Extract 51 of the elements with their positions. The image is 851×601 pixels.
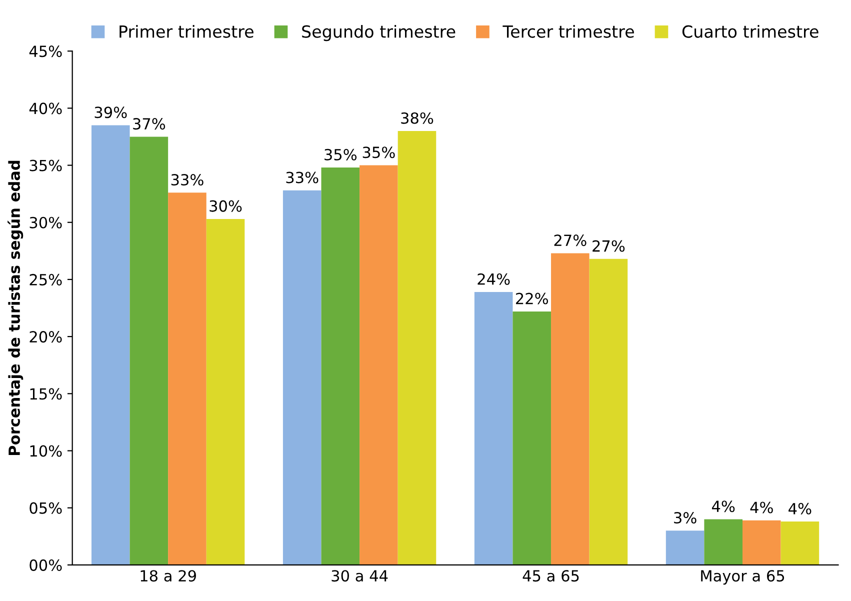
bar <box>512 311 552 565</box>
bar <box>91 125 130 565</box>
bar <box>206 218 245 565</box>
data-label: 27% <box>554 234 586 246</box>
data-label: 33% <box>286 172 318 184</box>
y-tick-label: 05% <box>30 502 62 514</box>
y-tick-label: 35% <box>30 160 62 172</box>
data-label: 24% <box>478 273 510 285</box>
data-label: 22% <box>516 292 548 304</box>
bar <box>742 520 781 565</box>
y-tick-label: 15% <box>30 388 62 400</box>
legend-label: Tercer trimestre <box>502 24 634 38</box>
data-label: 27% <box>592 240 625 252</box>
bar <box>474 292 513 565</box>
bar <box>780 522 820 565</box>
legend-label: Cuarto trimestre <box>682 24 818 38</box>
y-tick-label: 40% <box>29 102 62 114</box>
bar <box>360 165 398 565</box>
data-label: 4% <box>788 502 812 514</box>
bar <box>666 530 704 565</box>
bar <box>321 168 360 565</box>
bar <box>704 519 742 565</box>
bar <box>589 258 628 565</box>
x-tick-label: Mayor a 65 <box>701 570 784 585</box>
y-tick-label: 45% <box>29 46 62 58</box>
y-tick-label: 00% <box>30 559 62 571</box>
data-label: 35% <box>324 148 357 160</box>
bar <box>130 136 168 565</box>
bar <box>551 253 590 565</box>
bar <box>282 190 322 565</box>
data-label: 33% <box>171 174 204 186</box>
y-tick-label: 30% <box>30 216 62 228</box>
bar <box>398 131 436 565</box>
data-label: 37% <box>133 118 166 130</box>
data-label: 35% <box>362 146 395 158</box>
x-tick-label: 18 a 29 <box>140 570 196 582</box>
bar <box>168 192 206 565</box>
data-label: 38% <box>401 112 434 124</box>
data-label: 3% <box>674 512 696 524</box>
y-tick-label: 20% <box>30 331 62 343</box>
data-label: 4% <box>712 500 735 512</box>
y-axis-title: Porcentaje de turistas según edad <box>8 160 24 455</box>
legend-label: Segundo trimestre <box>302 24 456 42</box>
data-label: 30% <box>210 200 242 212</box>
y-tick-label: 25% <box>30 274 62 286</box>
data-label: 4% <box>750 502 773 514</box>
x-tick-label: 45 a 65 <box>522 570 579 582</box>
x-tick-label: 30 a 44 <box>332 570 388 582</box>
y-tick-label: 10% <box>30 445 62 457</box>
data-label: 39% <box>94 106 127 118</box>
legend-label: Primer trimestre <box>120 24 254 38</box>
